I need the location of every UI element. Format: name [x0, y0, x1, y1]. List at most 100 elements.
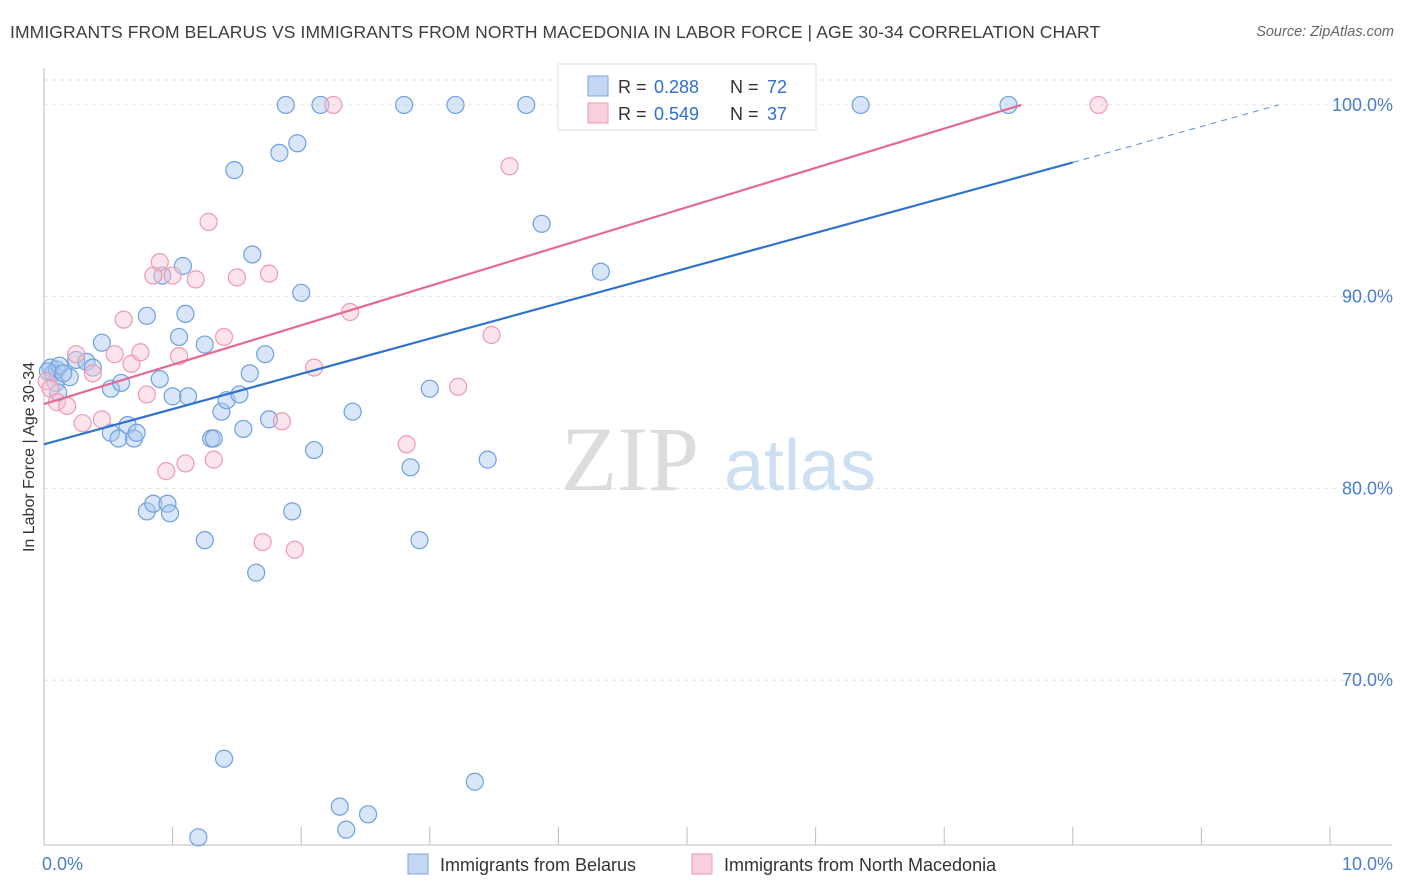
point-belarus-62 — [851, 95, 870, 115]
y-tick-labels: 70.0% 80.0% 90.0% 100.0% — [1332, 95, 1393, 690]
point-macedonia-21 — [214, 327, 234, 347]
point-belarus-26 — [169, 327, 189, 347]
point-macedonia-11 — [131, 343, 150, 362]
y-tick-label-3: 100.0% — [1332, 95, 1393, 115]
point-macedonia-7 — [92, 410, 111, 429]
point-belarus-66 — [330, 797, 349, 816]
chart-title: IMMIGRANTS FROM BELARUS VS IMMIGRANTS FR… — [10, 22, 1101, 42]
point-belarus-34 — [212, 402, 231, 421]
point-belarus-30 — [195, 335, 214, 354]
point-macedonia-32 — [482, 325, 501, 345]
point-macedonia-36 — [163, 266, 182, 285]
point-macedonia-33 — [500, 157, 519, 176]
y-tick-label-0: 70.0% — [1342, 670, 1393, 690]
watermark-zip: ZIP — [561, 408, 699, 510]
point-belarus-10 — [92, 333, 111, 352]
point-macedonia-3 — [58, 396, 77, 416]
point-macedonia-6 — [83, 364, 102, 383]
x-max-label: 10.0% — [1342, 854, 1393, 874]
point-macedonia-5 — [73, 414, 92, 433]
point-belarus-60 — [591, 262, 610, 281]
x-min-label: 0.0% — [42, 854, 83, 874]
point-belarus-17 — [127, 423, 146, 442]
point-belarus-59 — [532, 214, 551, 233]
y-tick-label-2: 90.0% — [1342, 287, 1393, 307]
trend-line-macedonia — [43, 103, 1022, 406]
point-belarus-54 — [410, 531, 429, 550]
point-belarus-57 — [478, 450, 497, 469]
legend-swatch-belarus — [587, 75, 609, 97]
point-belarus-20 — [150, 369, 169, 389]
source-credit: Source: ZipAtlas.com — [1256, 24, 1394, 40]
point-macedonia-12 — [137, 385, 156, 404]
point-macedonia-20 — [204, 450, 223, 469]
point-belarus-39 — [240, 364, 259, 383]
point-belarus-49 — [304, 440, 324, 460]
legend-n-value-belarus: 72 — [767, 77, 787, 97]
legend-n-value-macedonia: 37 — [767, 104, 787, 124]
point-belarus-25 — [163, 387, 182, 406]
point-macedonia-26 — [285, 540, 304, 559]
legend-n-label-belarus: N = — [730, 77, 759, 97]
point-belarus-50 — [311, 95, 330, 115]
watermark: ZIP atlas — [561, 408, 876, 510]
point-belarus-51 — [343, 402, 362, 421]
series-macedonia-points — [37, 95, 1108, 559]
point-belarus-41 — [247, 563, 266, 582]
trend-extension-belarus — [1072, 104, 1279, 164]
legend: R = 0.288 N = 72 R = 0.549 N = 37 — [557, 63, 817, 131]
point-belarus-14 — [109, 429, 128, 448]
bottom-legend-label-belarus: Immigrants from Belarus — [440, 855, 636, 875]
trend-line-belarus — [43, 161, 1074, 446]
point-belarus-64 — [214, 749, 234, 768]
point-belarus-69 — [465, 772, 484, 791]
point-macedonia-18 — [186, 270, 205, 289]
point-belarus-47 — [288, 134, 307, 153]
point-macedonia-9 — [114, 310, 133, 329]
bottom-legend-label-macedonia: Immigrants from North Macedonia — [724, 855, 997, 875]
point-belarus-70 — [38, 362, 57, 381]
point-belarus-67 — [337, 820, 356, 839]
point-belarus-55 — [420, 379, 439, 398]
point-belarus-9 — [83, 358, 102, 377]
point-macedonia-19 — [199, 212, 218, 231]
bottom-legend: Immigrants from Belarus Immigrants from … — [407, 853, 997, 875]
point-macedonia-14 — [150, 253, 169, 272]
point-belarus-71 — [54, 364, 73, 383]
point-macedonia-31 — [448, 377, 468, 396]
point-macedonia-23 — [253, 532, 272, 552]
point-belarus-68 — [358, 805, 378, 824]
point-belarus-40 — [243, 245, 262, 264]
axes — [43, 68, 1392, 846]
bottom-legend-swatch-macedonia — [691, 853, 713, 875]
point-macedonia-35 — [1089, 95, 1108, 115]
y-tick-label-1: 80.0% — [1342, 478, 1393, 498]
point-belarus-36 — [225, 161, 244, 180]
legend-n-label-macedonia: N = — [730, 104, 759, 124]
legend-r-value-macedonia: 0.549 — [654, 104, 699, 124]
point-belarus-33 — [204, 429, 223, 448]
point-belarus-38 — [234, 419, 253, 439]
legend-swatch-macedonia — [587, 102, 609, 124]
point-belarus-65 — [189, 828, 208, 847]
point-belarus-45 — [276, 95, 295, 115]
point-macedonia-4 — [67, 345, 86, 364]
point-macedonia-30 — [397, 435, 416, 454]
bottom-legend-swatch-belarus — [407, 853, 429, 875]
point-belarus-31 — [195, 531, 214, 550]
point-belarus-53 — [401, 458, 420, 477]
point-belarus-56 — [446, 95, 465, 115]
point-macedonia-15 — [157, 462, 176, 481]
point-belarus-28 — [176, 304, 195, 324]
point-belarus-44 — [270, 143, 289, 162]
series-belarus-points — [38, 95, 1018, 847]
point-belarus-46 — [283, 502, 302, 521]
point-belarus-48 — [292, 283, 311, 302]
y-axis-label: In Labor Force | Age 30-34 — [21, 362, 38, 552]
watermark-atlas: atlas — [724, 426, 876, 506]
point-macedonia-22 — [227, 268, 246, 287]
legend-r-label-macedonia: R = — [618, 104, 647, 124]
legend-r-label-belarus: R = — [618, 77, 647, 97]
point-belarus-19 — [144, 494, 163, 513]
point-belarus-42 — [256, 345, 275, 364]
